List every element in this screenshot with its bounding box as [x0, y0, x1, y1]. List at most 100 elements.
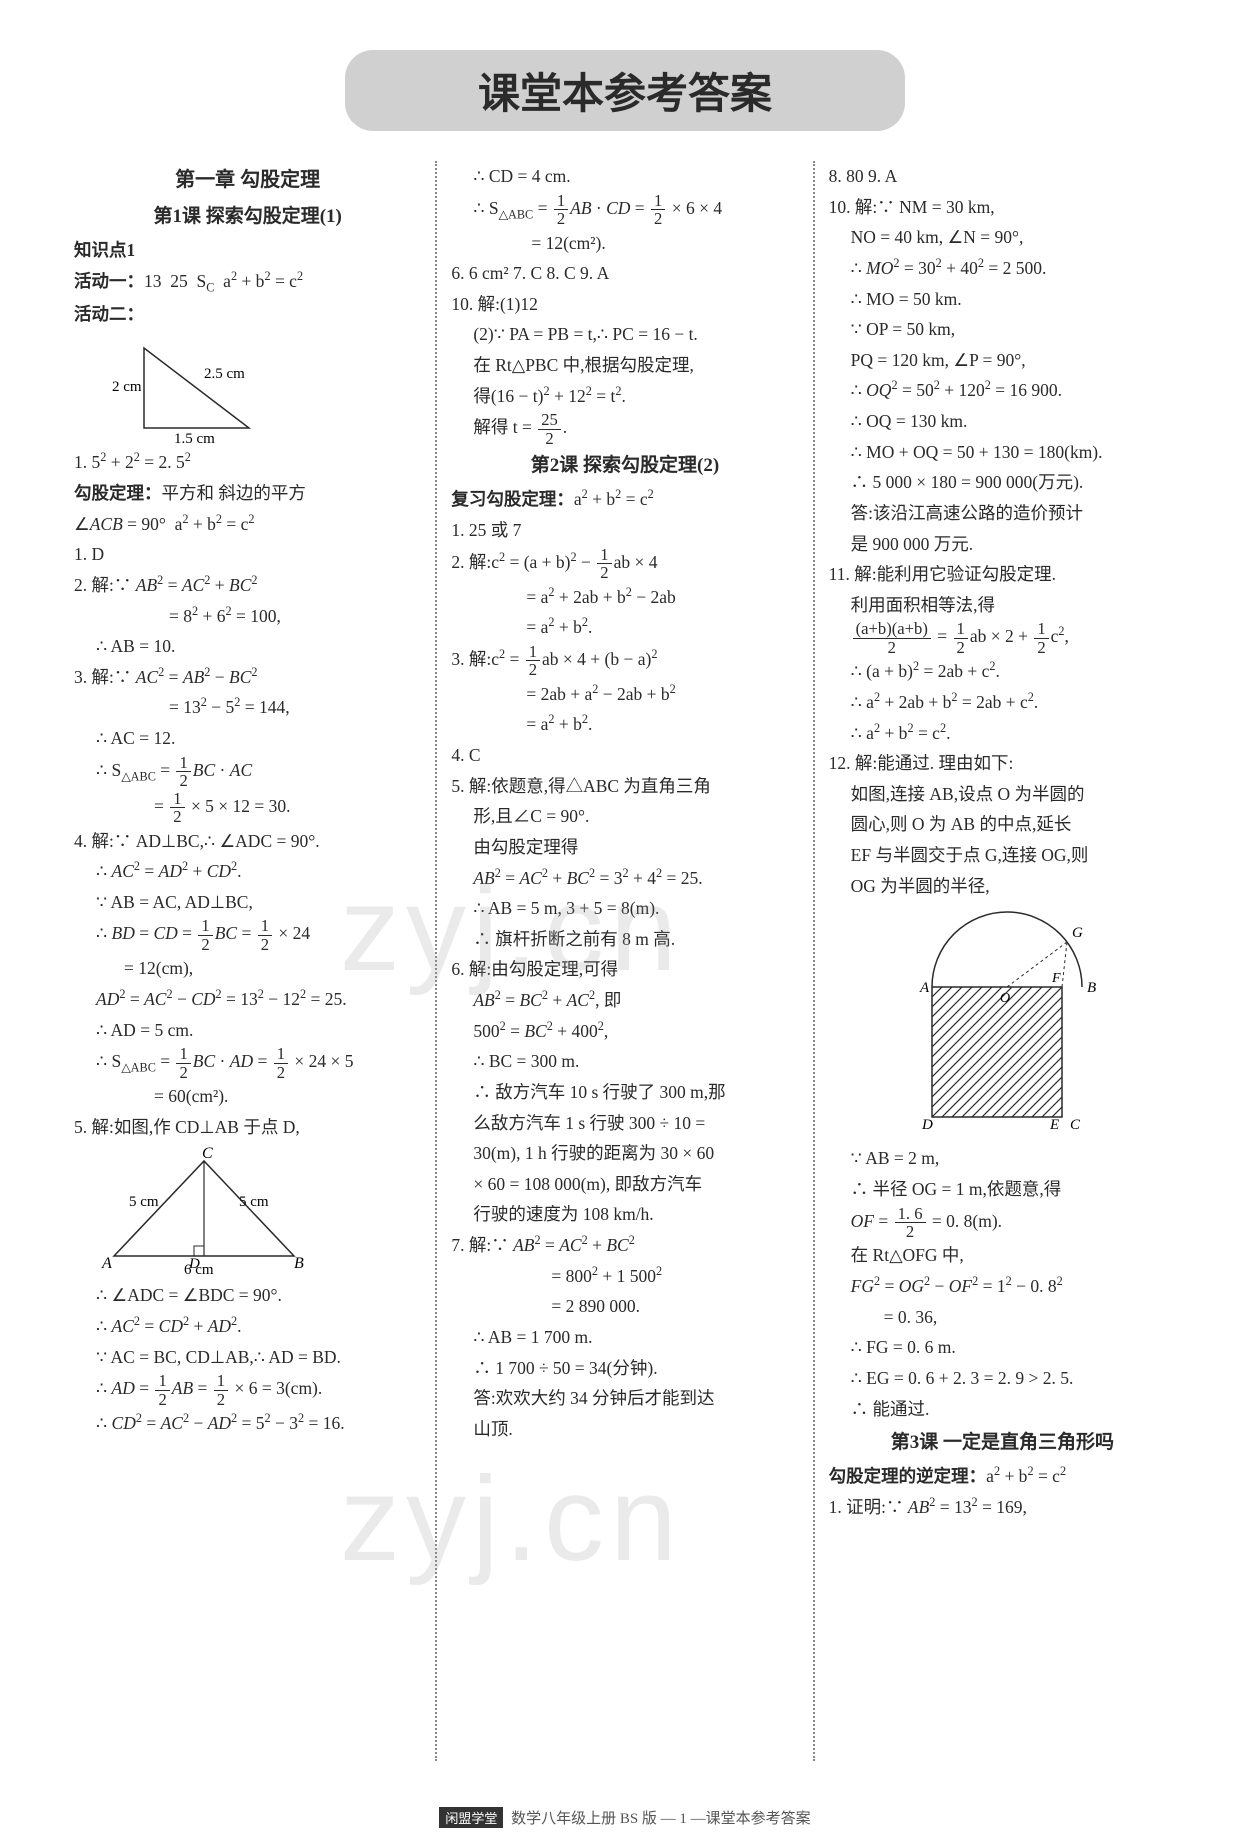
- c3-line: ∴ OQ = 130 km.: [829, 406, 1176, 437]
- c1-line: 4. 解:∵ AD⊥BC,∴ ∠ADC = 90°.: [74, 826, 421, 857]
- c2-line: ∴ 旗杆折断之前有 8 m 高.: [451, 924, 798, 955]
- c1-line: ∴ AD = 5 cm.: [74, 1015, 421, 1046]
- semicircle-figure: A B D E C G O F: [892, 907, 1112, 1137]
- lesson-1-heading: 第1课 探索勾股定理(1): [74, 200, 421, 233]
- triangle-figure-2: C A B D 5 cm 5 cm 6 cm: [94, 1146, 314, 1276]
- c3-line: ∴ a2 + b2 = c2.: [829, 718, 1176, 749]
- svg-text:B: B: [1087, 980, 1096, 996]
- chapter-heading: 第一章 勾股定理: [74, 163, 421, 198]
- knowledge-point-1: 知识点1: [74, 235, 421, 266]
- c3-line: 8. 80 9. A: [829, 161, 1176, 192]
- c3-line: 11. 解:能利用它验证勾股定理.: [829, 559, 1176, 590]
- svg-text:6 cm: 6 cm: [184, 1262, 214, 1276]
- c2-line: AB2 = AC2 + BC2 = 32 + 42 = 25.: [451, 863, 798, 894]
- c3-line: (a+b)(a+b)2 = 12ab × 2 + 12c2,: [829, 620, 1176, 656]
- c3-line: ∵ OP = 50 km,: [829, 314, 1176, 345]
- c1-line: ∵ AB = AC, AD⊥BC,: [74, 887, 421, 918]
- page-footer: 闲盟学堂 数学八年级上册 BS 版 — 1 —课堂本参考答案: [60, 1807, 1190, 1828]
- c3-line: 如图,连接 AB,设点 O 为半圆的: [829, 779, 1176, 810]
- c2-line: × 60 = 108 000(m), 即敌方汽车: [451, 1169, 798, 1200]
- c2-line: ∴ AB = 5 m, 3 + 5 = 8(m).: [451, 893, 798, 924]
- svg-text:B: B: [294, 1255, 304, 1272]
- c2-line: 4. C: [451, 740, 798, 771]
- content-columns: 第一章 勾股定理 第1课 探索勾股定理(1) 知识点1 活动一：13 25 SC…: [60, 161, 1190, 1761]
- c1-line: ∴ AD = 12AB = 12 × 6 = 3(cm).: [74, 1372, 421, 1408]
- c1-line: = 132 − 52 = 144,: [74, 692, 421, 723]
- c2-line: ∴ S△ABC = 12AB · CD = 12 × 6 × 4: [451, 192, 798, 228]
- c3-line: ∵ AB = 2 m,: [829, 1143, 1176, 1174]
- c3-line: 是 900 000 万元.: [829, 529, 1176, 560]
- c2-line: 山顶.: [451, 1414, 798, 1445]
- c1-line: ∴ ∠ADC = ∠BDC = 90°.: [74, 1280, 421, 1311]
- c3-line: PQ = 120 km, ∠P = 90°,: [829, 345, 1176, 376]
- c1-line: AD2 = AC2 − CD2 = 132 − 122 = 25.: [74, 984, 421, 1015]
- c1-line: ∴ AC2 = AD2 + CD2.: [74, 856, 421, 887]
- c2-line: AB2 = BC2 + AC2, 即: [451, 985, 798, 1016]
- c3-line: 在 Rt△OFG 中,: [829, 1240, 1176, 1271]
- c1-line: 1. 52 + 22 = 2. 52: [74, 447, 421, 478]
- c2-line: ∴ CD = 4 cm.: [451, 161, 798, 192]
- c3-line: ∴ OQ2 = 502 + 1202 = 16 900.: [829, 375, 1176, 406]
- c3-line: ∴ 半径 OG = 1 m,依题意,得: [829, 1174, 1176, 1205]
- inverse-theorem: 勾股定理的逆定理：a2 + b2 = c2: [829, 1461, 1176, 1492]
- c2-line: = a2 + 2ab + b2 − 2ab: [451, 582, 798, 613]
- lesson-3-heading: 第3课 一定是直角三角形吗: [829, 1426, 1176, 1459]
- svg-text:O: O: [1000, 991, 1010, 1006]
- c1-line: ∴ S△ABC = 12BC · AD = 12 × 24 × 5: [74, 1045, 421, 1081]
- c2-line: ∴ 1 700 ÷ 50 = 34(分钟).: [451, 1353, 798, 1384]
- c1-line: 1. D: [74, 539, 421, 570]
- c2-line: ∴ AB = 1 700 m.: [451, 1322, 798, 1353]
- c2-line: = 8002 + 1 5002: [451, 1261, 798, 1292]
- c2-line: 2. 解:c2 = (a + b)2 − 12ab × 4: [451, 546, 798, 582]
- c2-line: 5. 解:依题意,得△ABC 为直角三角: [451, 771, 798, 802]
- c2-line: = a2 + b2.: [451, 612, 798, 643]
- svg-text:E: E: [1049, 1117, 1059, 1133]
- activity-2-label: 活动二：: [74, 299, 421, 330]
- c3-line: ∴ EG = 0. 6 + 2. 3 = 2. 9 > 2. 5.: [829, 1363, 1176, 1394]
- footer-text: 数学八年级上册 BS 版 — 1 —课堂本参考答案: [511, 1811, 811, 1827]
- c3-line: 10. 解:∵ NM = 30 km,: [829, 192, 1176, 223]
- c1-line: ∵ AC = BC, CD⊥AB,∴ AD = BD.: [74, 1342, 421, 1373]
- c2-line: 5002 = BC2 + 4002,: [451, 1016, 798, 1047]
- c2-line: = 12(cm²).: [451, 228, 798, 259]
- theorem-line: 勾股定理：平方和 斜边的平方: [74, 478, 421, 509]
- c3-line: 答:该沿江高速公路的造价预计: [829, 498, 1176, 529]
- c2-line: 1. 25 或 7: [451, 515, 798, 546]
- svg-text:G: G: [1072, 925, 1083, 941]
- c3-line: ∴ a2 + 2ab + b2 = 2ab + c2.: [829, 687, 1176, 718]
- c3-line: FG2 = OG2 − OF2 = 12 − 0. 82: [829, 1271, 1176, 1302]
- c2-line: 在 Rt△PBC 中,根据勾股定理,: [451, 350, 798, 381]
- svg-text:A: A: [101, 1255, 112, 1272]
- c2-line: ∴ BC = 300 m.: [451, 1046, 798, 1077]
- c1-line: 5. 解:如图,作 CD⊥AB 于点 D,: [74, 1112, 421, 1143]
- column-3: 8. 80 9. A 10. 解:∵ NM = 30 km, NO = 40 k…: [813, 161, 1190, 1761]
- c2-line: = 2 890 000.: [451, 1291, 798, 1322]
- c3-line: EF 与半圆交于点 G,连接 OG,则: [829, 840, 1176, 871]
- c1-line: ∴ AB = 10.: [74, 631, 421, 662]
- c2-line: 6. 解:由勾股定理,可得: [451, 954, 798, 985]
- c2-line: 7. 解:∵ AB2 = AC2 + BC2: [451, 1230, 798, 1261]
- c2-line: 由勾股定理得: [451, 832, 798, 863]
- c2-line: 答:欢欢大约 34 分钟后才能到达: [451, 1383, 798, 1414]
- svg-text:A: A: [919, 980, 930, 996]
- c3-line: ∴ MO2 = 302 + 402 = 2 500.: [829, 253, 1176, 284]
- c2-line: 10. 解:(1)12: [451, 289, 798, 320]
- svg-text:1.5 cm: 1.5 cm: [174, 431, 215, 443]
- c2-line: (2)∵ PA = PB = t,∴ PC = 16 − t.: [451, 319, 798, 350]
- c1-line: = 12 × 5 × 12 = 30.: [74, 790, 421, 826]
- c1-line: = 12(cm),: [74, 953, 421, 984]
- triangle-figure-1: 2 cm 2.5 cm 1.5 cm: [104, 333, 284, 443]
- svg-text:C: C: [202, 1146, 213, 1162]
- c1-line: = 82 + 62 = 100,: [74, 601, 421, 632]
- c2-line: 行驶的速度为 108 km/h.: [451, 1199, 798, 1230]
- c3-line: 1. 证明:∵ AB2 = 132 = 169,: [829, 1492, 1176, 1523]
- c2-line: 么敌方汽车 1 s 行驶 300 ÷ 10 =: [451, 1108, 798, 1139]
- column-1: 第一章 勾股定理 第1课 探索勾股定理(1) 知识点1 活动一：13 25 SC…: [60, 161, 435, 1761]
- c1-line: 3. 解:∵ AC2 = AB2 − BC2: [74, 662, 421, 693]
- c3-line: ∴ FG = 0. 6 m.: [829, 1332, 1176, 1363]
- c2-line: 30(m), 1 h 行驶的距离为 30 × 60: [451, 1138, 798, 1169]
- c3-line: ∴ 能通过.: [829, 1394, 1176, 1425]
- c2-line: ∴ 敌方汽车 10 s 行驶了 300 m,那: [451, 1077, 798, 1108]
- c3-line: 利用面积相等法,得: [829, 590, 1176, 621]
- lesson-2-heading: 第2课 探索勾股定理(2): [451, 449, 798, 482]
